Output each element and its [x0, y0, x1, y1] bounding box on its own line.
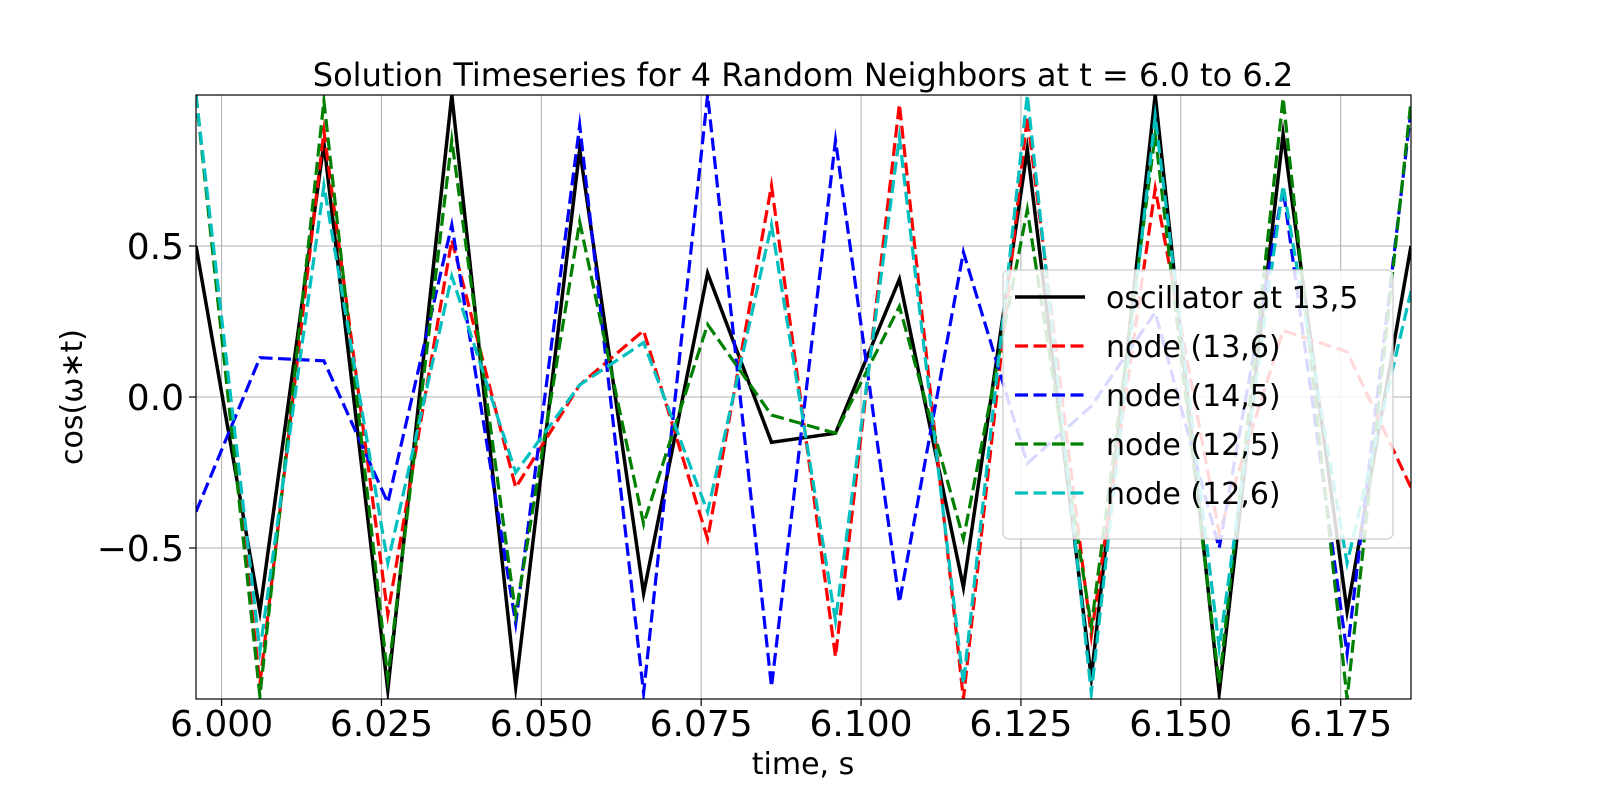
x-tick-label: 6.075 — [650, 704, 753, 745]
legend-label: oscillator at 13,5 — [1106, 281, 1358, 316]
legend-label: node (14,5) — [1106, 379, 1281, 414]
y-tick-label: 0.0 — [127, 378, 184, 419]
chart-title: Solution Timeseries for 4 Random Neighbo… — [313, 56, 1293, 94]
x-axis-label: time, s — [752, 747, 854, 782]
x-tick-label: 6.100 — [810, 704, 913, 745]
x-tick-label: 6.050 — [490, 704, 593, 745]
x-tick-label: 6.025 — [330, 704, 433, 745]
x-tick-label: 6.150 — [1129, 704, 1232, 745]
x-axis-ticks: 6.000 6.025 6.050 6.075 6.100 6.125 6.150 6.175 — [170, 699, 1392, 745]
x-tick-label: 6.000 — [170, 704, 273, 745]
x-tick-label: 6.175 — [1289, 704, 1392, 745]
x-tick-label: 6.125 — [969, 704, 1072, 745]
y-tick-label: 0.5 — [127, 227, 184, 268]
y-axis-label: cos(ω∗t) — [55, 329, 90, 465]
y-axis-ticks: −0.5 0.0 0.5 — [97, 227, 196, 570]
legend-label: node (12,6) — [1106, 477, 1281, 512]
legend: oscillator at 13,5 node (13,6) node (14,5)… — [1002, 269, 1394, 540]
legend-label: node (13,6) — [1106, 330, 1281, 365]
series-line — [196, 95, 1411, 699]
legend-label: node (12,5) — [1106, 428, 1281, 463]
series-line — [196, 95, 1411, 699]
y-tick-label: −0.5 — [97, 529, 184, 570]
legend-box — [1002, 269, 1394, 540]
